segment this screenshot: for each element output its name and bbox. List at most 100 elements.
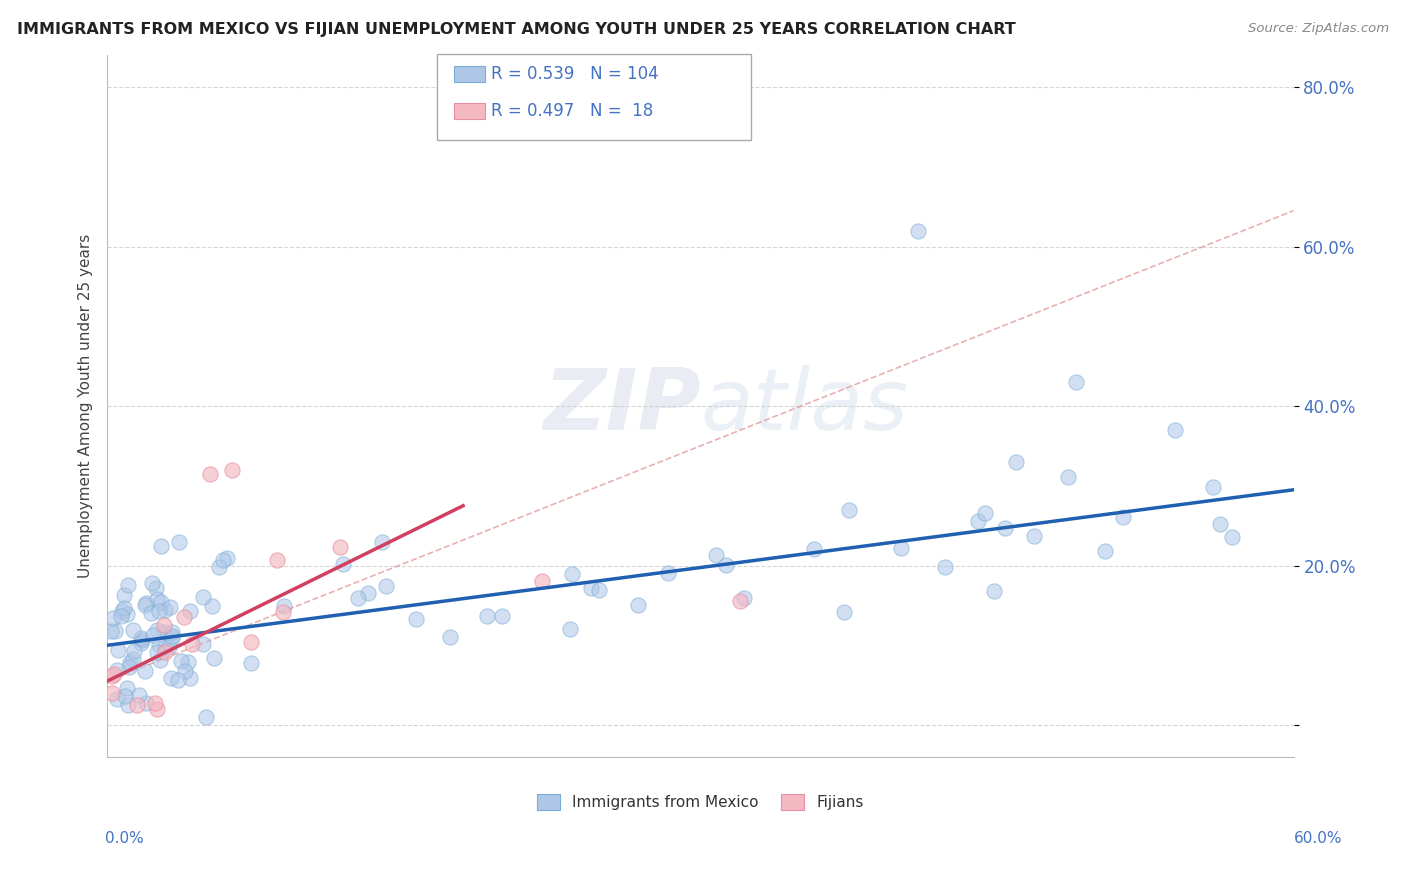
Point bbox=[1202, 480, 1225, 494]
Point bbox=[217, 551, 239, 566]
Point bbox=[375, 579, 398, 593]
Point bbox=[101, 669, 124, 683]
Point bbox=[332, 557, 354, 571]
Y-axis label: Unemployment Among Youth under 25 years: Unemployment Among Youth under 25 years bbox=[79, 234, 93, 578]
Point bbox=[1164, 423, 1187, 437]
Point bbox=[118, 660, 141, 674]
Text: R = 0.539   N = 104: R = 0.539 N = 104 bbox=[491, 65, 658, 83]
Point bbox=[141, 576, 163, 591]
Point bbox=[579, 582, 602, 596]
Point bbox=[208, 560, 231, 574]
Point bbox=[104, 624, 127, 638]
Point bbox=[125, 698, 148, 712]
Point bbox=[1111, 510, 1133, 524]
Point bbox=[131, 636, 153, 650]
Point bbox=[191, 637, 214, 651]
Point bbox=[105, 691, 128, 706]
Point bbox=[838, 503, 860, 517]
Point bbox=[107, 642, 129, 657]
Point bbox=[105, 663, 128, 677]
Point bbox=[134, 598, 156, 612]
Point bbox=[142, 628, 165, 642]
Point bbox=[117, 698, 139, 713]
Point bbox=[115, 607, 138, 621]
Point bbox=[131, 633, 153, 648]
Point bbox=[733, 591, 755, 605]
Point bbox=[103, 667, 125, 681]
Point bbox=[166, 673, 188, 688]
Point bbox=[907, 224, 929, 238]
Point bbox=[159, 600, 181, 615]
Point bbox=[160, 671, 183, 685]
Point bbox=[128, 689, 150, 703]
Point bbox=[162, 629, 184, 643]
Point bbox=[191, 590, 214, 604]
Point bbox=[146, 623, 169, 637]
Point bbox=[273, 599, 295, 614]
Text: IMMIGRANTS FROM MEXICO VS FIJIAN UNEMPLOYMENT AMONG YOUTH UNDER 25 YEARS CORRELA: IMMIGRANTS FROM MEXICO VS FIJIAN UNEMPLO… bbox=[17, 22, 1015, 37]
Point bbox=[145, 702, 167, 716]
Point bbox=[179, 671, 201, 685]
Point bbox=[405, 612, 427, 626]
Point bbox=[561, 567, 583, 582]
Point bbox=[153, 625, 176, 640]
Point bbox=[212, 553, 235, 567]
Point bbox=[100, 624, 122, 638]
Point bbox=[588, 583, 610, 598]
Point bbox=[832, 605, 855, 619]
Point bbox=[173, 609, 195, 624]
Point bbox=[1094, 543, 1116, 558]
Point bbox=[153, 640, 176, 654]
Point bbox=[145, 581, 167, 595]
Point bbox=[112, 588, 135, 602]
Point bbox=[240, 634, 263, 648]
Point bbox=[131, 631, 153, 645]
Point bbox=[1064, 375, 1087, 389]
Point bbox=[201, 599, 224, 613]
Point bbox=[162, 624, 184, 639]
Point bbox=[149, 540, 172, 554]
Point bbox=[202, 650, 225, 665]
Point bbox=[143, 696, 166, 710]
Point bbox=[1209, 517, 1232, 532]
Point bbox=[148, 604, 170, 618]
Point bbox=[159, 640, 181, 654]
Point bbox=[657, 566, 679, 580]
Point bbox=[146, 645, 169, 659]
Point bbox=[112, 601, 135, 615]
Point bbox=[177, 655, 200, 669]
Point bbox=[346, 591, 368, 606]
Text: atlas: atlas bbox=[700, 365, 908, 448]
Text: Source: ZipAtlas.com: Source: ZipAtlas.com bbox=[1249, 22, 1389, 36]
Point bbox=[934, 560, 956, 574]
Point bbox=[117, 681, 139, 695]
Text: R = 0.497   N =  18: R = 0.497 N = 18 bbox=[491, 102, 652, 120]
Point bbox=[114, 690, 136, 704]
Point bbox=[266, 553, 288, 567]
Point bbox=[966, 514, 988, 528]
Point bbox=[558, 622, 581, 636]
Point bbox=[994, 521, 1017, 535]
Point bbox=[174, 664, 197, 678]
Point bbox=[198, 467, 221, 481]
Point bbox=[150, 595, 173, 609]
Point bbox=[135, 596, 157, 610]
Point bbox=[139, 606, 162, 620]
Point bbox=[149, 653, 172, 667]
Point bbox=[121, 652, 143, 666]
Point bbox=[146, 592, 169, 607]
Point bbox=[117, 578, 139, 592]
Point bbox=[179, 603, 201, 617]
Point bbox=[110, 604, 132, 618]
Point bbox=[531, 574, 554, 589]
Point bbox=[973, 506, 995, 520]
Point bbox=[162, 631, 184, 645]
Point bbox=[1220, 530, 1243, 544]
Point bbox=[240, 656, 263, 670]
Point bbox=[122, 644, 145, 658]
Point bbox=[110, 609, 132, 624]
Point bbox=[803, 542, 825, 557]
Point bbox=[1056, 469, 1078, 483]
Point bbox=[627, 599, 650, 613]
Point bbox=[148, 638, 170, 652]
